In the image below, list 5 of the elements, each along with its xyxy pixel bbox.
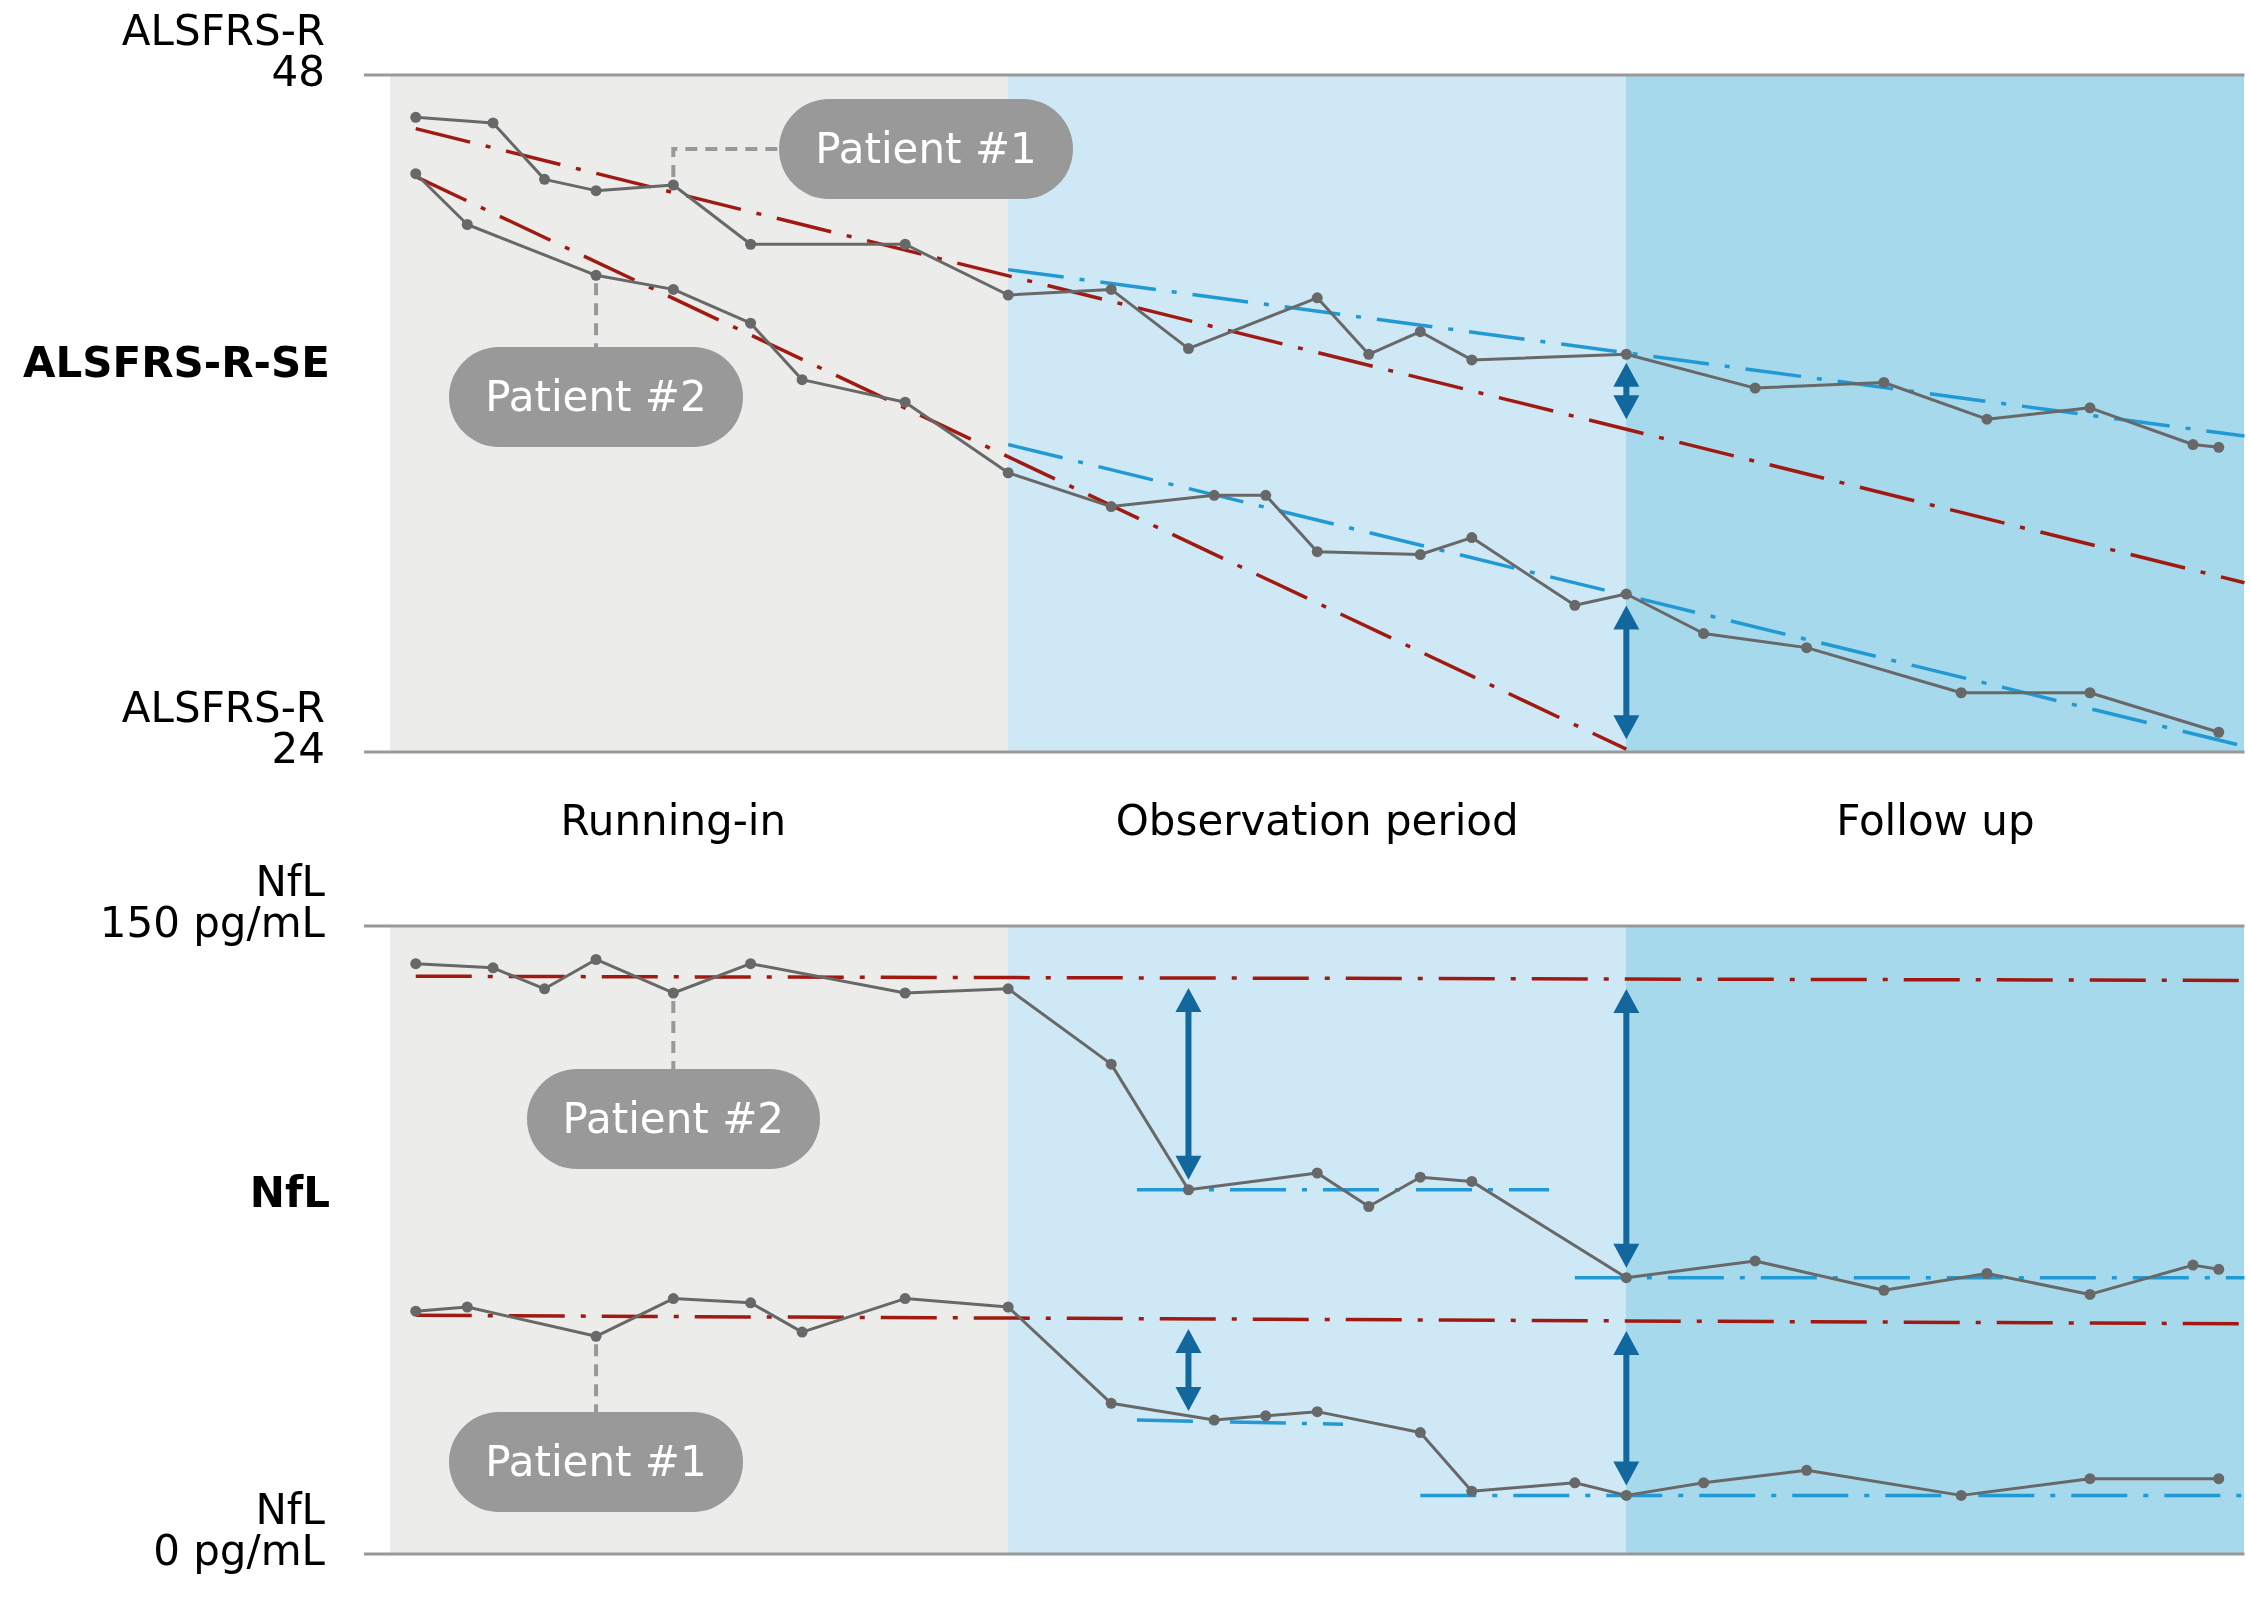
x-tick-label: Running-in bbox=[560, 795, 787, 845]
y-axis-title: NfL bbox=[248, 1167, 330, 1217]
y-axis-title: ALSFRS-R-SE bbox=[22, 337, 330, 387]
x-tick-label: Observation period bbox=[1115, 795, 1519, 845]
x-tick-label: Follow up bbox=[1836, 795, 2035, 845]
